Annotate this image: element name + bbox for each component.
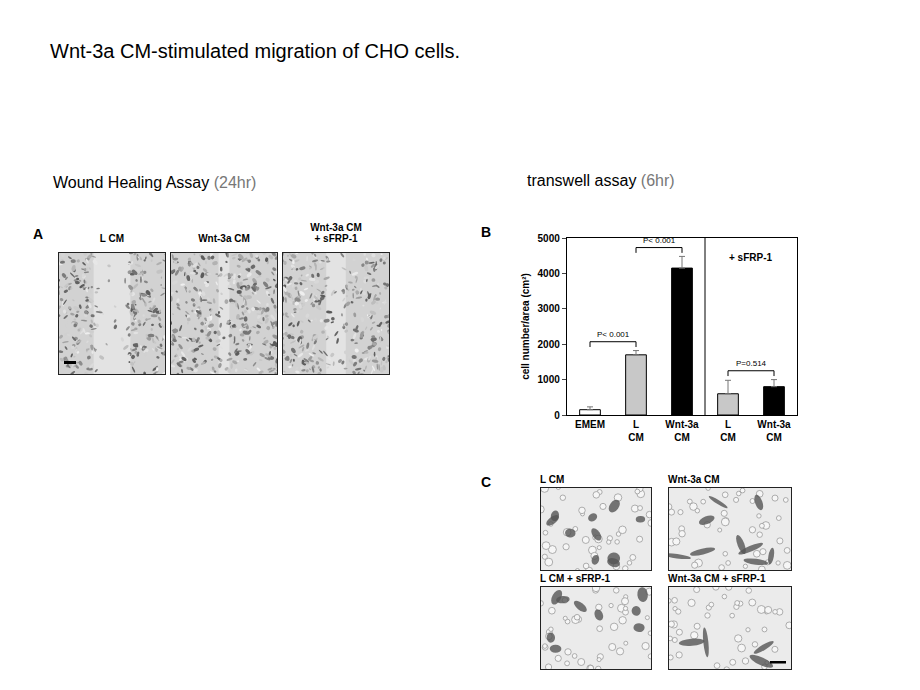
html-text:L CM + sFRP-1: L CM + sFRP-1 bbox=[540, 573, 611, 584]
svg-text:P< 0.001: P< 0.001 bbox=[643, 236, 676, 245]
html-text:L CM: L CM bbox=[540, 474, 565, 485]
html-text:Wnt-3a CM-stimulated migration: Wnt-3a CM-stimulated migration of CHO ce… bbox=[50, 40, 461, 62]
html-text:transwell assay (6hr): transwell assay (6hr) bbox=[527, 172, 675, 189]
html-text:A: A bbox=[33, 226, 44, 242]
html-text:Wound Healing Assay (24hr): Wound Healing Assay (24hr) bbox=[53, 174, 257, 191]
svg-text:0: 0 bbox=[554, 410, 560, 421]
svg-text:3000: 3000 bbox=[538, 303, 561, 314]
svg-text:EMEM: EMEM bbox=[575, 419, 605, 430]
html-text:Wnt-3a CM: Wnt-3a CM bbox=[668, 474, 720, 485]
html-text:B: B bbox=[481, 224, 492, 240]
svg-text:P< 0.001: P< 0.001 bbox=[597, 330, 630, 339]
svg-text:LCM: LCM bbox=[720, 419, 736, 443]
svg-text:P=0.514: P=0.514 bbox=[736, 359, 767, 368]
html-text:Wnt-3a CM: Wnt-3a CM bbox=[198, 233, 250, 244]
svg-text:Wnt-3aCM: Wnt-3aCM bbox=[757, 419, 791, 443]
svg-text:Wnt-3aCM: Wnt-3aCM bbox=[665, 419, 699, 443]
html-text:Wnt-3a CM + sFRP-1: Wnt-3a CM + sFRP-1 bbox=[310, 222, 362, 244]
svg-text:4000: 4000 bbox=[538, 268, 561, 279]
html-text:C: C bbox=[481, 474, 492, 490]
svg-text:2000: 2000 bbox=[538, 339, 561, 350]
html-text:Wnt-3a CM + sFRP-1: Wnt-3a CM + sFRP-1 bbox=[668, 573, 766, 584]
svg-text:1000: 1000 bbox=[538, 374, 561, 385]
svg-text:cell number/area (cm²): cell number/area (cm²) bbox=[520, 273, 531, 380]
svg-text:+ sFRP-1: + sFRP-1 bbox=[729, 252, 773, 263]
svg-text:LCM: LCM bbox=[628, 419, 644, 443]
svg-text:5000: 5000 bbox=[538, 233, 561, 244]
html-text:L CM: L CM bbox=[99, 233, 125, 244]
